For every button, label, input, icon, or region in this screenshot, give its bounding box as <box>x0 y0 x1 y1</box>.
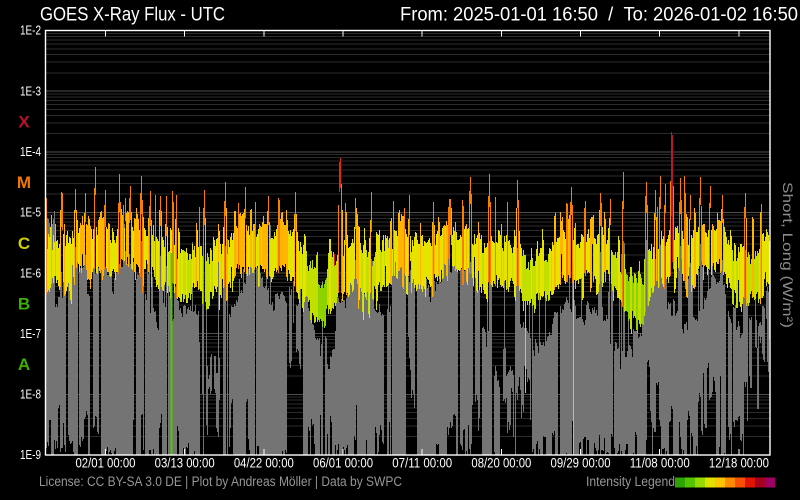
svg-text:C: C <box>18 234 30 253</box>
svg-text:X: X <box>18 112 30 131</box>
svg-text:Intensity Legend: Intensity Legend <box>586 474 675 489</box>
svg-text:1E-9: 1E-9 <box>20 448 41 462</box>
svg-text:06/01 00:00: 06/01 00:00 <box>313 455 373 471</box>
svg-text:02/01 00:00: 02/01 00:00 <box>75 455 135 471</box>
svg-text:1E-7: 1E-7 <box>20 327 41 341</box>
svg-text:1E-4: 1E-4 <box>20 145 41 159</box>
svg-text:07/11 00:00: 07/11 00:00 <box>392 455 452 471</box>
svg-text:08/20 00:00: 08/20 00:00 <box>471 455 531 471</box>
svg-text:1E-2: 1E-2 <box>20 24 41 38</box>
svg-text:GOES X-Ray Flux - UTC: GOES X-Ray Flux - UTC <box>40 5 225 26</box>
svg-text:A: A <box>18 355 30 374</box>
svg-text:11/08 00:00: 11/08 00:00 <box>630 455 690 471</box>
svg-text:1E-8: 1E-8 <box>20 388 41 402</box>
svg-text:12/18 00:00: 12/18 00:00 <box>709 455 769 471</box>
svg-text:From: 2025-01-01 16:50 / To:: From: 2025-01-01 16:50 / To: 2026-01-02 … <box>400 5 798 26</box>
svg-text:M: M <box>17 173 31 192</box>
svg-text:Short, Long (W/m²): Short, Long (W/m²) <box>780 182 796 328</box>
svg-text:License: CC BY-SA 3.0 DE | Plo: License: CC BY-SA 3.0 DE | Plot by Andre… <box>39 474 402 489</box>
svg-text:1E-5: 1E-5 <box>20 206 41 220</box>
svg-text:04/22 00:00: 04/22 00:00 <box>234 455 294 471</box>
svg-text:B: B <box>18 294 30 313</box>
svg-text:1E-6: 1E-6 <box>20 266 41 280</box>
svg-text:1E-3: 1E-3 <box>20 84 41 98</box>
svg-text:03/13 00:00: 03/13 00:00 <box>155 455 215 471</box>
svg-text:09/29 00:00: 09/29 00:00 <box>551 455 611 471</box>
